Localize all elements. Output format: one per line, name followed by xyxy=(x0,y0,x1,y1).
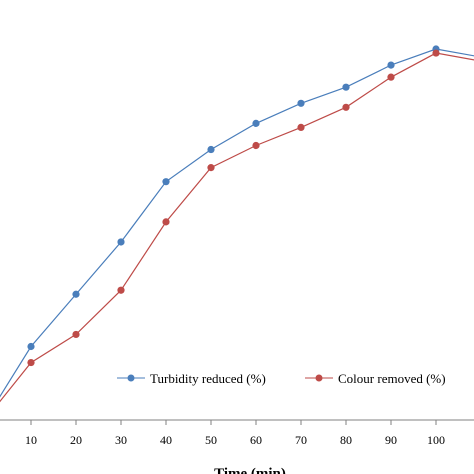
x-tick-label: 20 xyxy=(70,433,82,447)
data-point-colour xyxy=(432,49,440,57)
x-tick-label: 10 xyxy=(25,433,37,447)
data-point-turbidity xyxy=(342,83,350,91)
data-point-turbidity xyxy=(162,178,170,186)
plot-area: 10 20 30 40 50 60 70 80 90 100 xyxy=(0,45,474,447)
legend-marker-turbidity xyxy=(127,374,135,382)
series-layer xyxy=(0,45,474,403)
x-tick-label: 80 xyxy=(340,433,352,447)
x-axis-title: Time (min) xyxy=(214,466,286,474)
data-point-turbidity xyxy=(297,99,305,107)
data-point-colour xyxy=(72,330,80,339)
legend-label-colour: Colour removed (%) xyxy=(338,371,446,386)
data-point-colour xyxy=(342,103,350,111)
data-point-colour xyxy=(162,218,170,226)
x-tick-label: 60 xyxy=(250,433,262,447)
x-tick-label: 100 xyxy=(427,433,445,447)
x-tick-label: 50 xyxy=(205,433,217,447)
data-point-colour xyxy=(252,141,260,150)
data-point-colour xyxy=(27,358,35,367)
data-point-colour xyxy=(117,286,125,294)
series-line-turbidity xyxy=(0,48,474,398)
legend: Turbidity reduced (%) Colour removed (%) xyxy=(117,371,446,386)
legend-label-turbidity: Turbidity reduced (%) xyxy=(150,371,266,386)
x-tick-label: 90 xyxy=(385,433,397,447)
x-axis-ticks: 10 20 30 40 50 60 70 80 90 100 xyxy=(25,420,445,447)
data-point-turbidity xyxy=(207,145,215,154)
legend-marker-colour xyxy=(315,374,323,382)
data-point-turbidity xyxy=(117,238,125,246)
x-tick-label: 70 xyxy=(295,433,307,447)
x-tick-label: 40 xyxy=(160,433,172,447)
data-point-colour xyxy=(297,123,305,132)
data-point-colour xyxy=(207,164,215,172)
data-point-turbidity xyxy=(252,119,260,127)
data-point-turbidity xyxy=(72,290,80,298)
series-line-colour xyxy=(0,52,474,403)
data-point-turbidity xyxy=(387,61,395,69)
x-tick-label: 30 xyxy=(115,433,127,447)
data-point-colour xyxy=(387,73,395,81)
data-point-turbidity xyxy=(27,342,35,351)
